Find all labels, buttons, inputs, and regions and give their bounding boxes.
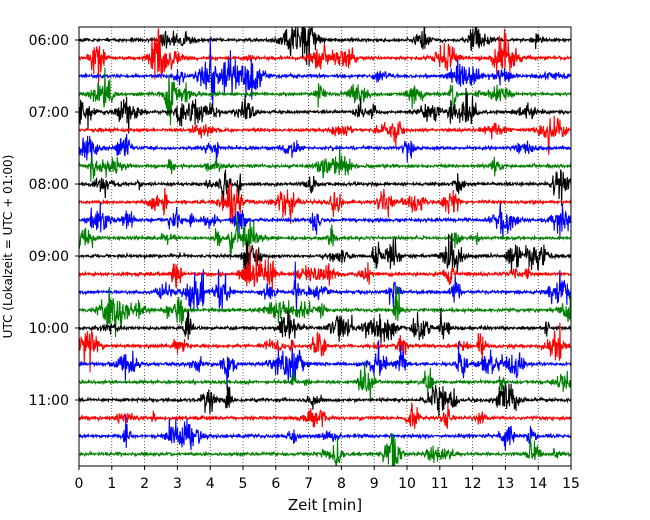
plot-frame — [78, 26, 572, 467]
x-axis-ticks: 0 1 2 3 4 5 6 7 8 9 10 11 12 13 14 15 — [75, 466, 580, 492]
trace-07:45 — [79, 148, 571, 182]
trace-08:00 — [79, 169, 571, 209]
trace-07:15 — [79, 115, 571, 155]
x-tick-label: 0 — [75, 476, 84, 492]
x-tick-label: 5 — [239, 476, 248, 492]
x-tick-label: 6 — [271, 476, 280, 492]
trace-09:45 — [79, 285, 571, 338]
x-tick-label: 10 — [398, 476, 416, 492]
trace-10:15 — [79, 322, 571, 373]
trace-10:30 — [79, 340, 571, 390]
trace-11:45 — [79, 433, 571, 466]
x-tick-label: 2 — [140, 476, 149, 492]
trace-07:30 — [79, 133, 571, 168]
x-tick-label: 7 — [304, 476, 313, 492]
trace-07:00 — [79, 87, 571, 134]
trace-06:00 — [79, 27, 571, 67]
x-tick-label: 8 — [337, 476, 346, 492]
x-tick-label: 14 — [529, 476, 547, 492]
trace-10:00 — [79, 308, 571, 345]
x-tick-label: 13 — [496, 476, 514, 492]
trace-09:30 — [79, 261, 571, 313]
y-tick-label: 09:00 — [29, 249, 69, 265]
trace-11:15 — [79, 402, 571, 429]
x-tick-label: 3 — [173, 476, 182, 492]
y-tick-label: 11:00 — [29, 393, 69, 409]
trace-09:00 — [79, 233, 571, 282]
x-axis-label: Zeit [min] — [288, 496, 362, 514]
trace-08:15 — [79, 182, 571, 225]
trace-group — [79, 27, 571, 466]
x-tick-label: 11 — [431, 476, 449, 492]
trace-10:45 — [79, 361, 571, 402]
trace-08:30 — [79, 202, 571, 238]
trace-06:45 — [79, 67, 571, 126]
trace-08:45 — [79, 215, 571, 260]
y-tick-label: 10:00 — [29, 321, 69, 337]
trace-11:00 — [79, 383, 571, 419]
grid-lines — [111, 27, 539, 466]
trace-09:15 — [79, 245, 571, 293]
trace-11:30 — [79, 414, 571, 451]
y-tick-label: 07:00 — [29, 105, 69, 121]
x-tick-label: 4 — [206, 476, 215, 492]
x-tick-label: 12 — [464, 476, 482, 492]
x-tick-label: 1 — [107, 476, 116, 492]
trace-06:30 — [79, 37, 571, 106]
y-tick-label: 06:00 — [29, 33, 69, 49]
y-axis-ticks: 06:00 07:00 08:00 09:00 10:00 11:00 — [29, 33, 79, 409]
y-tick-label: 08:00 — [29, 177, 69, 193]
y-axis-label: UTC (Lokalzeit = UTC + 01:00) — [1, 155, 15, 339]
x-tick-label: 15 — [562, 476, 580, 492]
x-tick-label: 9 — [370, 476, 379, 492]
